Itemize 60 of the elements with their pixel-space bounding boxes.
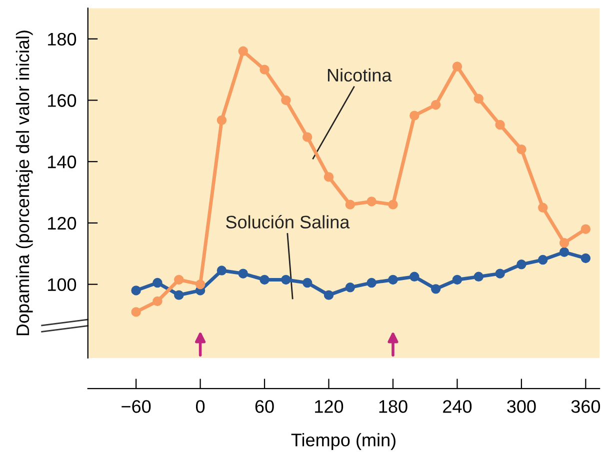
point	[152, 296, 162, 306]
point	[174, 290, 184, 300]
point	[516, 144, 526, 154]
x-tick-label: 180	[379, 400, 408, 413]
y-tick-label: 120	[48, 216, 76, 230]
point	[495, 120, 505, 130]
point	[516, 260, 526, 270]
point	[559, 247, 570, 257]
y-tick-label: 140	[48, 156, 76, 168]
point	[452, 274, 462, 285]
x-tick-label: 120	[315, 400, 344, 413]
x-tick-label: −60	[122, 400, 151, 413]
point	[260, 274, 270, 285]
point	[281, 95, 291, 106]
x-tick-label: 0	[196, 400, 205, 413]
point	[538, 202, 548, 212]
point	[474, 94, 484, 104]
x-tick-label: 240	[443, 400, 472, 413]
point	[452, 62, 462, 72]
point	[302, 278, 312, 288]
point	[410, 272, 420, 282]
x-tick-label: 60	[255, 400, 274, 413]
point	[559, 238, 570, 248]
point	[302, 132, 312, 142]
point	[281, 274, 291, 285]
point	[238, 268, 248, 278]
point	[260, 64, 270, 74]
text: Solución Salina	[226, 215, 350, 228]
point	[366, 278, 376, 288]
text: Nicotina	[328, 68, 392, 82]
y-axis-title: Dopamina (porcentaje del valor inicial)	[16, 30, 33, 336]
point	[580, 224, 591, 234]
x-tick-label: 360	[571, 400, 600, 413]
point	[388, 274, 398, 285]
y-tick-label: 180	[48, 32, 76, 46]
point	[152, 278, 162, 288]
point	[366, 196, 376, 206]
point	[131, 286, 141, 296]
point	[324, 290, 334, 300]
y-tick-label: 100	[48, 278, 76, 292]
point	[430, 284, 441, 294]
point	[430, 100, 441, 110]
point	[174, 274, 184, 285]
point	[345, 282, 356, 292]
point	[388, 200, 398, 210]
point	[410, 110, 420, 120]
point	[345, 200, 356, 210]
point	[195, 279, 206, 290]
point	[495, 268, 505, 278]
point	[238, 46, 248, 56]
point	[538, 254, 548, 265]
point	[324, 172, 334, 182]
y-tick-label: 160	[48, 94, 76, 107]
x-axis-title: Tiempo (min)	[291, 433, 396, 450]
point	[216, 266, 227, 276]
point	[131, 307, 141, 317]
point	[474, 272, 484, 282]
point	[580, 253, 591, 264]
x-tick-label: 300	[507, 400, 536, 413]
point	[216, 115, 227, 126]
